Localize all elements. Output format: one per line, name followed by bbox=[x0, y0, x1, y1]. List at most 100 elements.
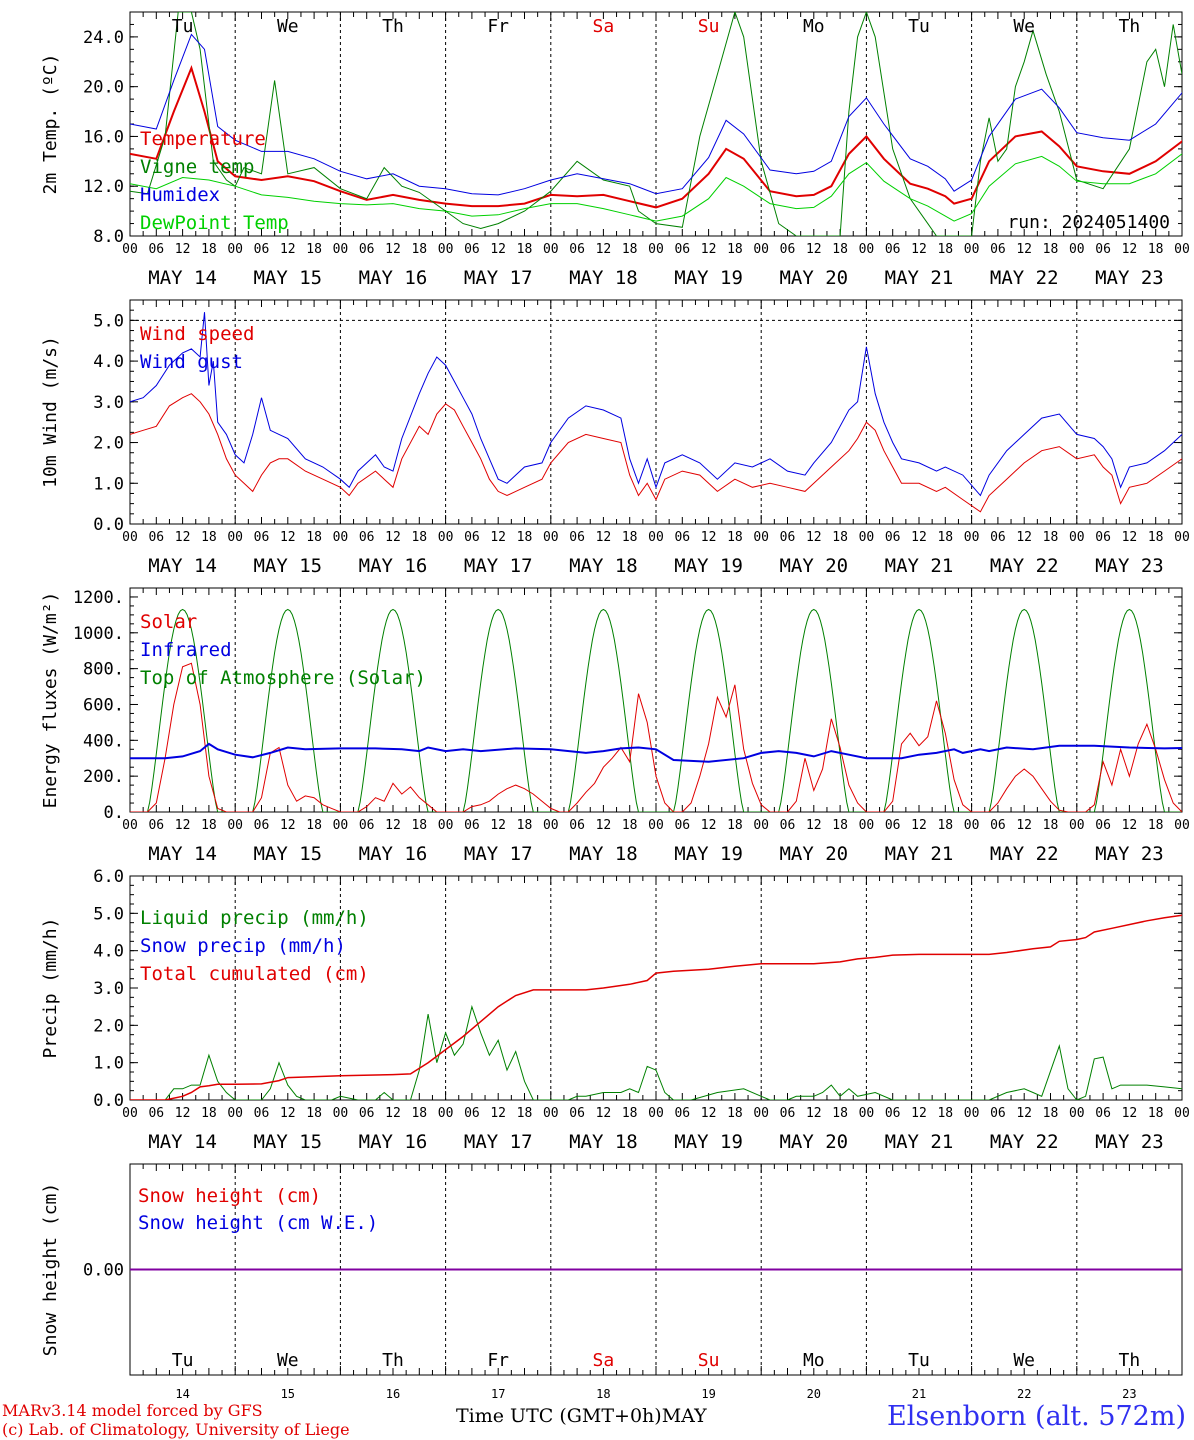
hour-label: 06 bbox=[464, 818, 480, 833]
day-label: MAY 15 bbox=[253, 1131, 322, 1153]
run-label: run: 2024051400 bbox=[1007, 212, 1170, 233]
day-label: MAY 20 bbox=[779, 1131, 848, 1153]
weekday-label: Th bbox=[1119, 1350, 1141, 1371]
hour-label: 06 bbox=[674, 242, 690, 257]
y-tick-label: 0.00 bbox=[83, 1261, 124, 1281]
day-label: MAY 19 bbox=[674, 267, 743, 289]
hour-label: 18 bbox=[1043, 1106, 1059, 1121]
y-tick-label: 5.0 bbox=[93, 904, 124, 924]
panel-snow: 0.00 Snow height (cm) Snow height (cm) Snow… bbox=[40, 1163, 1183, 1401]
weekday-label: Fr bbox=[487, 16, 509, 37]
day-label: MAY 18 bbox=[569, 1131, 638, 1153]
hour-label: 06 bbox=[674, 1106, 690, 1121]
series-line-liquid-precip-mm-h bbox=[130, 1004, 1182, 1100]
hour-label: 12 bbox=[280, 242, 296, 257]
hour-label: 06 bbox=[569, 818, 585, 833]
day-number-label: 20 bbox=[807, 1387, 821, 1401]
weekday-label: Fr bbox=[487, 1350, 509, 1371]
legend-entry: Snow height (cm) bbox=[138, 1185, 321, 1207]
hour-label: 12 bbox=[1122, 818, 1138, 833]
hour-label: 06 bbox=[359, 1106, 375, 1121]
weekday-label: Sa bbox=[593, 1350, 615, 1371]
y-tick-label: 1.0 bbox=[93, 1054, 124, 1074]
day-label: MAY 21 bbox=[885, 843, 954, 865]
day-label: MAY 17 bbox=[464, 555, 533, 577]
hour-label: 00 bbox=[543, 1106, 559, 1121]
legend-entry: Top of Atmosphere (Solar) bbox=[140, 667, 426, 689]
day-label: MAY 17 bbox=[464, 267, 533, 289]
weekday-label: Th bbox=[382, 1350, 404, 1371]
day-label: MAY 19 bbox=[674, 555, 743, 577]
weekday-label: Tu bbox=[908, 1350, 930, 1371]
hour-label: 18 bbox=[517, 1106, 533, 1121]
series-line-solar bbox=[130, 662, 1182, 812]
weekday-label: We bbox=[1013, 1350, 1035, 1371]
hour-label: 18 bbox=[937, 818, 953, 833]
hour-label: 00 bbox=[648, 242, 664, 257]
hour-label: 00 bbox=[859, 530, 875, 545]
day-number-label: 17 bbox=[491, 1387, 505, 1401]
legend-entry: Infrared bbox=[140, 639, 232, 661]
series-group bbox=[130, 12, 1182, 236]
day-label: MAY 19 bbox=[674, 1131, 743, 1153]
day-label: MAY 17 bbox=[464, 1131, 533, 1153]
hour-label: 18 bbox=[411, 818, 427, 833]
y-tick-label: 4.0 bbox=[93, 352, 124, 372]
hour-label: 06 bbox=[1095, 242, 1111, 257]
hour-label: 00 bbox=[964, 818, 980, 833]
hour-label: 00 bbox=[753, 242, 769, 257]
weekday-label: We bbox=[1013, 16, 1035, 37]
series-line-total-cumulated-cm bbox=[130, 914, 1182, 1100]
y-axis-label: Snow height (cm) bbox=[40, 1183, 61, 1356]
day-number-label: 21 bbox=[912, 1387, 926, 1401]
hour-label: 06 bbox=[990, 818, 1006, 833]
hour-label: 18 bbox=[1148, 1106, 1164, 1121]
y-tick-label: 600. bbox=[83, 695, 124, 715]
hour-label: 12 bbox=[911, 1106, 927, 1121]
hour-label: 06 bbox=[359, 242, 375, 257]
hour-label: 12 bbox=[490, 530, 506, 545]
y-tick-label: 3.0 bbox=[93, 393, 124, 413]
y-tick-label: 0. bbox=[104, 803, 124, 823]
hour-label: 00 bbox=[859, 1106, 875, 1121]
hour-label: 12 bbox=[1122, 1106, 1138, 1121]
series-line-wind-speed bbox=[130, 393, 1182, 513]
hour-label: 12 bbox=[280, 818, 296, 833]
day-label: MAY 23 bbox=[1095, 267, 1164, 289]
y-tick-label: 6.0 bbox=[93, 867, 124, 887]
hour-label: 12 bbox=[1016, 530, 1032, 545]
day-label: MAY 22 bbox=[990, 267, 1059, 289]
hour-label: 06 bbox=[254, 530, 270, 545]
day-number-label: 19 bbox=[701, 1387, 715, 1401]
hour-label: 00 bbox=[1174, 242, 1190, 257]
day-label: MAY 19 bbox=[674, 843, 743, 865]
hour-label: 00 bbox=[753, 1106, 769, 1121]
hour-label: 18 bbox=[1148, 818, 1164, 833]
hour-label: 12 bbox=[175, 818, 191, 833]
legend-entry: DewPoint Temp bbox=[140, 212, 289, 234]
panel-energy: 0. 200. 400. 600. 800. 1000. 1200. Energy fluxe… bbox=[40, 587, 1190, 865]
hour-label: 12 bbox=[701, 530, 717, 545]
series-group bbox=[130, 914, 1182, 1100]
legend-entry: Solar bbox=[140, 611, 197, 633]
day-number-label: 14 bbox=[175, 1387, 189, 1401]
hour-label: 18 bbox=[517, 530, 533, 545]
day-label: MAY 22 bbox=[990, 1131, 1059, 1153]
series-line-vigne-temp bbox=[130, 12, 1182, 236]
hour-label: 18 bbox=[1148, 242, 1164, 257]
day-label: MAY 14 bbox=[148, 1131, 217, 1153]
hour-label: 00 bbox=[227, 818, 243, 833]
hour-label: 06 bbox=[674, 818, 690, 833]
legend-entry: Temperature bbox=[140, 128, 266, 150]
time-axis-label: Time UTC (GMT+0h)MAY bbox=[456, 1405, 707, 1427]
hour-label: 18 bbox=[1043, 242, 1059, 257]
weekday-label: Tu bbox=[172, 1350, 194, 1371]
hour-label: 18 bbox=[201, 242, 217, 257]
hour-label: 00 bbox=[648, 818, 664, 833]
series-line-temperature bbox=[130, 64, 1182, 209]
hour-label: 18 bbox=[832, 530, 848, 545]
day-number-label: 15 bbox=[281, 1387, 295, 1401]
hour-label: 06 bbox=[885, 1106, 901, 1121]
hour-label: 12 bbox=[385, 818, 401, 833]
hour-label: 18 bbox=[832, 242, 848, 257]
